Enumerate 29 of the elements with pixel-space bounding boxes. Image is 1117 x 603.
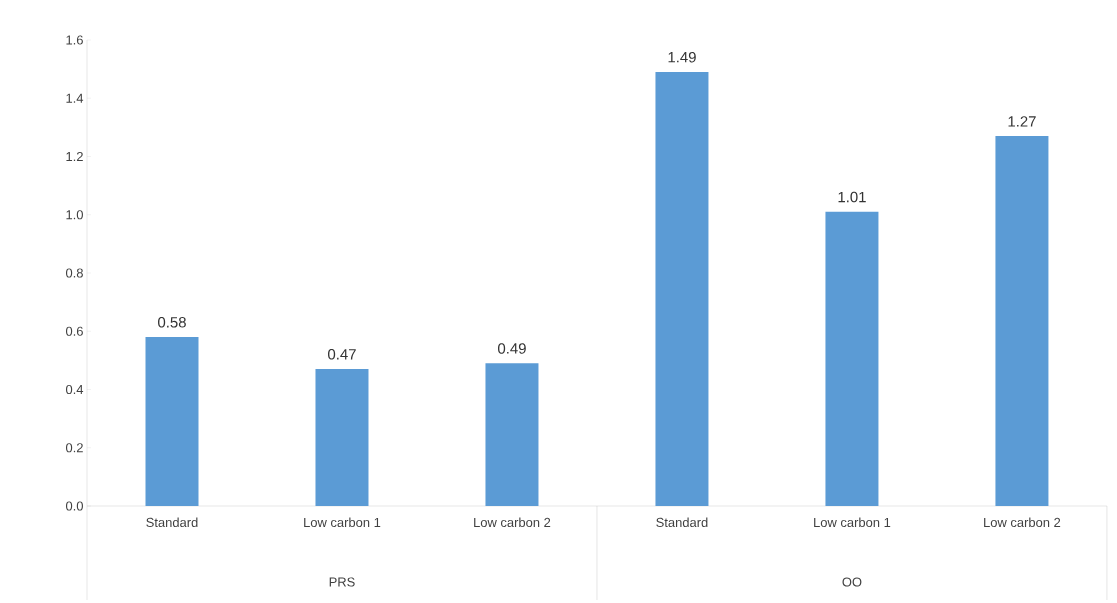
x-tick-label: Low carbon 1: [304, 517, 381, 528]
text: OO: [842, 577, 862, 587]
text: PRS: [329, 577, 355, 587]
data-label: 1.27: [1008, 116, 1036, 127]
data-label: 0.49: [498, 343, 526, 354]
x-tick-label: Standard: [146, 517, 198, 528]
x-tick-label: Low carbon 1: [814, 517, 891, 528]
y-tick-label: 0.6: [65, 326, 83, 336]
y-tick-label: 0.2: [65, 443, 83, 453]
bar: [485, 363, 539, 506]
data-label: 1.01: [838, 191, 866, 203]
x-tick-label: Standard: [656, 517, 708, 528]
y-tick-label: 0.0: [65, 501, 83, 511]
y-tick-label: 1.0: [66, 210, 83, 220]
bar: [995, 136, 1049, 506]
data-label: 0.58: [158, 316, 186, 328]
data-label: 1.49: [668, 51, 696, 63]
data-label: 0.47: [328, 349, 356, 360]
bar: [145, 337, 199, 506]
y-tick-label: 0.4: [65, 384, 84, 395]
y-tick-label: 1.2: [66, 151, 83, 162]
y-tick-label: 0.8: [65, 268, 83, 278]
y-tick-label: 1.6: [66, 35, 83, 45]
bar: [315, 369, 369, 506]
x-tick-label: Low carbon 2: [474, 517, 551, 528]
bar: [825, 211, 879, 506]
y-tick-label: 1.4: [66, 93, 84, 103]
x-tick-label: Low carbon 2: [984, 517, 1061, 528]
bar: [655, 72, 709, 506]
